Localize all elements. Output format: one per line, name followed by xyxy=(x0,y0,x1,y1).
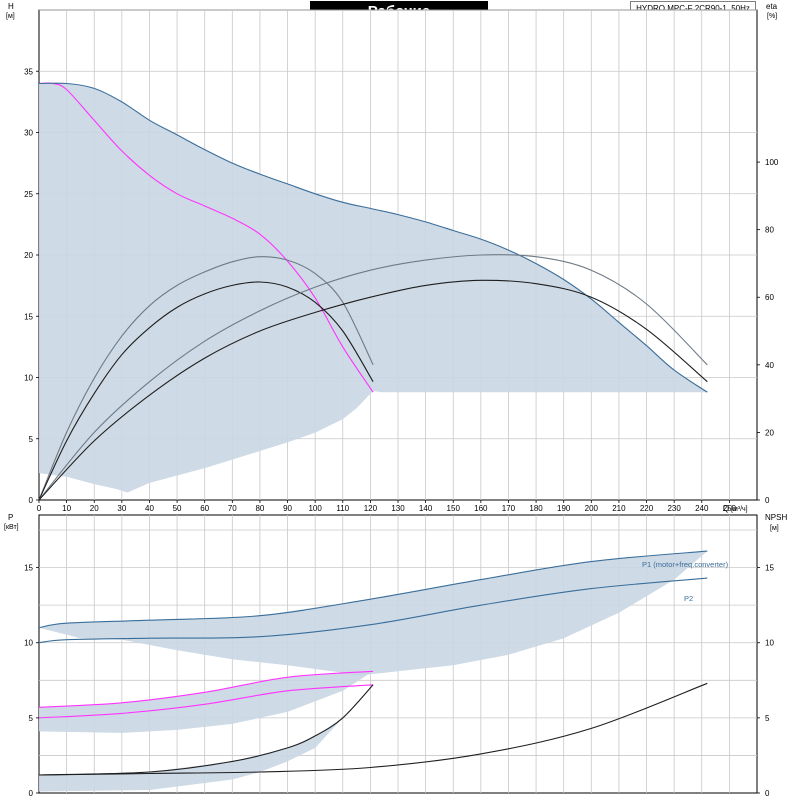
top-x-tick-label: 90 xyxy=(283,504,292,513)
bottom-series-4 xyxy=(38,684,374,776)
top-y-tick-label: 30 xyxy=(24,129,33,138)
top-x-axis-unit: [м³/ч] xyxy=(731,506,748,513)
top-x-tick-label: 220 xyxy=(640,504,654,513)
bottom-series-0 xyxy=(38,550,708,629)
top-series-0 xyxy=(38,82,374,393)
bottom-operating-area-0 xyxy=(39,551,708,676)
top-x-tick-label: 0 xyxy=(37,504,42,513)
top-x-tick-label: 170 xyxy=(502,504,516,513)
top-series-4 xyxy=(38,254,708,501)
bottom-panel: P1 (motor+freq.converter) P2 0 5 10 15 0 5 10 15 P… xyxy=(4,513,787,798)
bottom-operating-area-1 xyxy=(39,671,374,733)
top-eta-tick-label: 60 xyxy=(765,293,774,302)
bottom-y-tick-label: 10 xyxy=(24,639,33,648)
top-x-tick-label: 140 xyxy=(419,504,433,513)
top-operating-area xyxy=(39,83,708,493)
top-x-tick-label: 130 xyxy=(391,504,405,513)
top-series-3 xyxy=(38,281,374,501)
top-x-tick-label: 30 xyxy=(117,504,126,513)
top-eta-axis-unit: [%] xyxy=(767,13,777,20)
top-x-tick-label: 40 xyxy=(145,504,154,513)
top-x-tick-label: 120 xyxy=(364,504,378,513)
top-y-tick-label: 35 xyxy=(24,67,33,76)
top-panel: 0 10 20 30 40 50 60 70 80 90 100 110 120 130 140 150 160… xyxy=(6,2,779,513)
bottom-y-tick-label: 0 xyxy=(29,789,34,798)
top-x-tick-label: 20 xyxy=(90,504,99,513)
bottom-y-axis-label: P xyxy=(8,513,13,522)
top-x-tick-label: 60 xyxy=(200,504,209,513)
top-eta-tick-label: 80 xyxy=(765,226,774,235)
top-x-tick-label: 180 xyxy=(529,504,543,513)
bottom-series-2 xyxy=(38,670,374,708)
bottom-y-axis-unit: [кВт] xyxy=(4,524,19,531)
bottom-npsh-tick-label: 15 xyxy=(765,564,774,573)
top-x-tick-label: 190 xyxy=(557,504,571,513)
top-eta-tick-label: 40 xyxy=(765,361,774,370)
top-x-tick-label: 210 xyxy=(612,504,626,513)
bottom-y-tick-label: 15 xyxy=(24,564,33,573)
bottom-series-1 xyxy=(38,577,708,644)
top-x-tick-label: 10 xyxy=(62,504,71,513)
top-x-tick-label: 70 xyxy=(228,504,237,513)
top-x-tick-label: 100 xyxy=(308,504,322,513)
top-y-axis-unit: [м] xyxy=(6,13,15,20)
top-x-tick-label: 50 xyxy=(173,504,182,513)
top-x-tick-label: 250 xyxy=(723,504,737,513)
bottom-y-tick-label: 5 xyxy=(29,714,34,723)
bottom-npsh-axis-unit: [м] xyxy=(770,525,779,532)
top-x-tick-label: 110 xyxy=(336,504,349,513)
top-series-1 xyxy=(38,82,708,393)
top-eta-tick-label: 0 xyxy=(765,496,770,505)
top-y-tick-label: 10 xyxy=(24,374,33,383)
top-y-tick-label: 25 xyxy=(24,190,33,199)
top-y-tick-label: 5 xyxy=(29,435,34,444)
bottom-series-3 xyxy=(38,684,374,719)
top-eta-axis-label: eta xyxy=(766,2,778,11)
top-x-tick-label: 80 xyxy=(255,504,264,513)
bottom-series-5 xyxy=(38,682,708,776)
bottom-npsh-axis-label: NPSH xyxy=(765,513,787,522)
top-eta-tick-label: 100 xyxy=(765,158,779,167)
bottom-npsh-tick-label: 0 xyxy=(765,789,770,798)
top-series-5 xyxy=(38,279,708,501)
top-x-tick-label: 200 xyxy=(585,504,599,513)
top-y-tick-label: 0 xyxy=(29,496,34,505)
top-x-tick-label: 150 xyxy=(447,504,461,513)
legend-p2: P2 xyxy=(684,594,693,603)
bottom-npsh-tick-label: 5 xyxy=(765,714,770,723)
top-y-axis-label: H xyxy=(8,2,14,11)
top-y-tick-label: 20 xyxy=(24,251,33,260)
bottom-npsh-tick-label: 10 xyxy=(765,639,774,648)
top-x-axis-label: Q xyxy=(723,504,729,513)
top-eta-tick-label: 20 xyxy=(765,428,774,437)
top-series-2 xyxy=(38,256,374,501)
top-x-tick-label: 230 xyxy=(667,504,681,513)
top-x-tick-label: 160 xyxy=(474,504,488,513)
top-y-tick-label: 15 xyxy=(24,312,33,321)
top-x-tick-label: 240 xyxy=(695,504,709,513)
bottom-operating-area-2 xyxy=(39,684,374,792)
legend-p1: P1 (motor+freq.converter) xyxy=(642,560,729,569)
